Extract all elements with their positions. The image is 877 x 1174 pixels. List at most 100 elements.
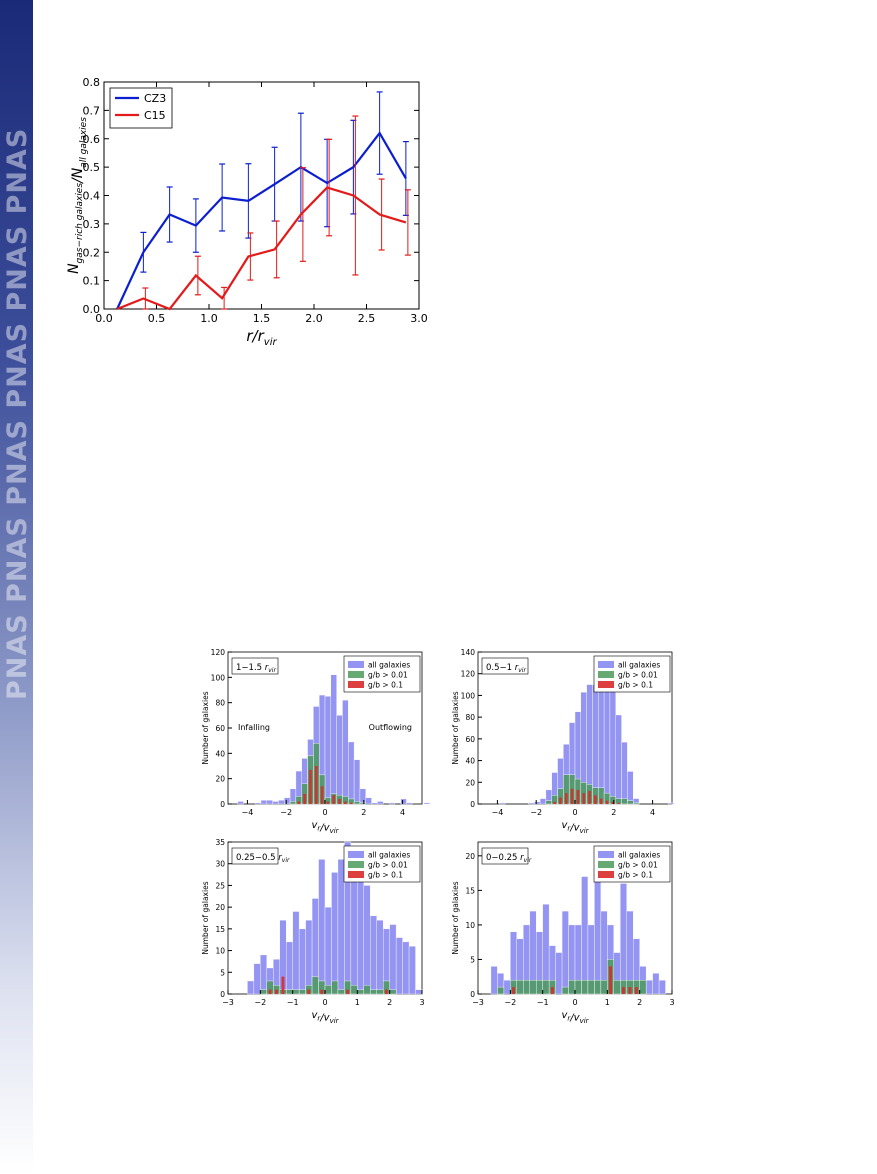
bar-all galaxies (615, 714, 622, 805)
bar-all galaxies (408, 946, 416, 995)
legend-label-C15: C15 (144, 109, 166, 122)
x-tick-label: −1 (537, 998, 549, 1007)
x-tick-label: 0 (572, 998, 577, 1007)
x-tick-label: 3 (419, 998, 424, 1007)
bar-all galaxies (388, 802, 396, 805)
bar-g/b > 0.1 (564, 793, 568, 804)
bar-all galaxies (499, 802, 506, 805)
bar-g/b > 0.1 (275, 989, 278, 994)
y-tick-label: 25 (215, 881, 225, 890)
bar-all galaxies (620, 883, 627, 995)
x-tick-label: 1 (355, 998, 360, 1007)
x-tick-label: 1.5 (253, 312, 271, 325)
y-tick-label: 0.8 (83, 76, 101, 89)
bar-g/b > 0.01 (621, 798, 628, 805)
y-axis-label: Number of galaxies (201, 881, 210, 954)
y-tick-label: 40 (465, 757, 475, 766)
y-tick-label: 20 (465, 852, 475, 861)
bar-all galaxies (594, 869, 602, 995)
bar-all galaxies (318, 859, 326, 995)
bar-g/b > 0.1 (628, 987, 632, 994)
bar-g/b > 0.1 (320, 989, 324, 994)
x-tick-label: −3 (472, 998, 484, 1007)
y-axis-label: Number of galaxies (201, 691, 210, 764)
bar-g/b > 0.01 (497, 986, 505, 995)
bar-g/b > 0.1 (553, 801, 556, 804)
bar-g/b > 0.01 (389, 989, 397, 995)
bar-g/b > 0.01 (600, 979, 608, 995)
y-tick-label: 60 (215, 724, 225, 733)
line-C15 (116, 186, 407, 311)
bar-g/b > 0.1 (512, 987, 516, 994)
bar-all galaxies (254, 802, 262, 805)
bar-g/b > 0.01 (535, 979, 543, 995)
legend-label-2: g/b > 0.1 (368, 871, 403, 880)
panel-label-box (481, 657, 529, 675)
bar-g/b > 0.01 (311, 976, 319, 995)
panel-label: 0−0.25 rvir (486, 853, 532, 864)
x-tick-label: 2 (611, 808, 616, 817)
bar-g/b > 0.1 (338, 798, 341, 804)
bar-all galaxies (324, 906, 332, 995)
bar-g/b > 0.1 (349, 802, 353, 804)
x-tick-label: 3 (669, 998, 674, 1007)
legend-label-2: g/b > 0.1 (368, 681, 403, 690)
bar-g/b > 0.1 (344, 801, 347, 804)
bar-g/b > 0.1 (570, 788, 574, 804)
bar-g/b > 0.1 (332, 795, 336, 804)
bar-all galaxies (555, 952, 563, 995)
bar-g/b > 0.01 (516, 979, 524, 995)
legend-swatch-0 (598, 851, 614, 858)
bar-g/b > 0.1 (605, 800, 609, 804)
bar-g/b > 0.01 (561, 986, 569, 995)
bar-g/b > 0.01 (298, 989, 306, 995)
legend-label-1: g/b > 0.01 (618, 861, 658, 870)
legend-swatch-2 (348, 871, 364, 878)
histogram-0-0.25-rvir: −3 −2 −1 0 1 2 3 0 5 10 15 20 0−0.25 rvir all galaxie… (451, 841, 675, 1025)
x-tick-label: −4 (242, 808, 254, 817)
journal-brand-watermark: PNAS PNAS PNAS PNAS PNAS PNAS (2, 0, 32, 700)
legend-label-0: all galaxies (618, 661, 660, 670)
bar-all galaxies (652, 973, 660, 995)
x-tick-label: 0.5 (148, 312, 166, 325)
panel-label-box (231, 657, 279, 675)
x-tick-label: 2.5 (358, 312, 376, 325)
bar-all galaxies (331, 872, 339, 995)
bar-all galaxies (539, 798, 547, 805)
bar-all galaxies (581, 876, 589, 995)
bar-g/b > 0.1 (326, 801, 330, 804)
bar-all galaxies (389, 924, 397, 995)
y-tick-label: 5 (220, 968, 225, 977)
y-axis-label: Ngas−rich galaxies/Nall galaxies (66, 117, 89, 274)
bar-all galaxies (324, 696, 332, 805)
x-tick-label: 4 (400, 808, 405, 817)
x-axis-label: vr/vvir (561, 820, 589, 835)
y-tick-label: 120 (461, 670, 476, 679)
y-tick-label: 0.3 (83, 218, 101, 231)
bar-g/b > 0.1 (303, 793, 306, 804)
bar-g/b > 0.01 (632, 802, 640, 805)
bar-g/b > 0.01 (359, 802, 366, 805)
x-tick-label: 0 (322, 998, 327, 1007)
x-tick-label: 2 (637, 998, 642, 1007)
bar-all galaxies (627, 771, 634, 805)
x-axis-label: vr/vvir (311, 1010, 339, 1025)
y-tick-label: 20 (465, 778, 475, 787)
bar-g/b > 0.1 (588, 790, 591, 804)
bar-all galaxies (253, 963, 261, 995)
bar-g/b > 0.01 (285, 989, 293, 995)
x-tick-label: −2 (254, 998, 266, 1007)
bar-all galaxies (658, 979, 666, 995)
legend-box (109, 87, 173, 129)
x-axis-label: r/rvir (246, 327, 277, 348)
y-tick-label: 80 (465, 713, 475, 722)
legend-swatch-0 (348, 661, 364, 668)
x-axis-label: vr/vvir (561, 1010, 589, 1025)
legend-swatch-1 (598, 671, 614, 678)
bar-g/b > 0.01 (324, 985, 332, 995)
bar-g/b > 0.01 (639, 979, 647, 995)
bar-g/b > 0.1 (594, 795, 597, 804)
bar-all galaxies (528, 802, 535, 805)
